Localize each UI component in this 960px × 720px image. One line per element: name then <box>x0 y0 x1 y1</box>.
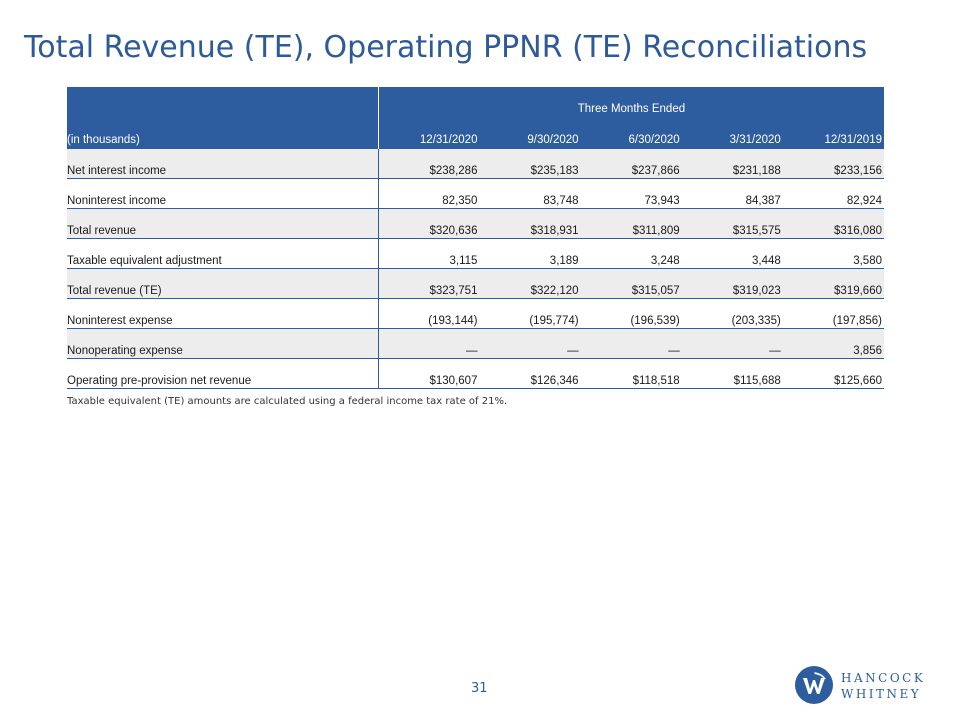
cell-value: $323,751 <box>378 268 480 299</box>
cell-value: $311,809 <box>580 208 682 239</box>
cell-value: $233,156 <box>782 149 884 179</box>
cell-value: $115,688 <box>681 358 783 389</box>
logo-text-line1: HANCOCK <box>841 671 926 685</box>
row-label: Nonoperating expense <box>67 328 379 359</box>
cell-value: $231,188 <box>681 149 783 179</box>
cell-value: (196,539) <box>580 298 682 329</box>
cell-value: (195,774) <box>479 298 581 329</box>
cell-value: $322,120 <box>479 268 581 299</box>
column-header: 12/31/2020 <box>378 118 480 149</box>
table-row: Nonoperating expense — — — — 3,856 <box>67 328 884 359</box>
logo-text-line2: WHITNEY <box>841 687 922 701</box>
cell-value: $319,023 <box>681 268 783 299</box>
cell-value: 3,248 <box>580 238 682 269</box>
cell-value: 3,856 <box>782 328 884 359</box>
cell-value: $125,660 <box>782 358 884 389</box>
footnote: Taxable equivalent (TE) amounts are calc… <box>67 396 508 407</box>
row-label: Taxable equivalent adjustment <box>67 238 379 269</box>
table-row: Total revenue $320,636 $318,931 $311,809… <box>67 208 884 239</box>
cell-value: (193,144) <box>378 298 480 329</box>
page-title: Total Revenue (TE), Operating PPNR (TE) … <box>24 30 868 65</box>
logo-mark-icon <box>795 666 833 704</box>
table-row: Operating pre-provision net revenue $130… <box>67 358 884 389</box>
cell-value: — <box>378 328 480 359</box>
table-row: Net interest income $238,286 $235,183 $2… <box>67 149 884 179</box>
table-row: Taxable equivalent adjustment 3,115 3,18… <box>67 238 884 269</box>
cell-value: 3,189 <box>479 238 581 269</box>
cell-value: 3,115 <box>378 238 480 269</box>
cell-value: $318,931 <box>479 208 581 239</box>
column-header: 3/31/2020 <box>681 118 783 149</box>
cell-value: — <box>681 328 783 359</box>
page-number: 31 <box>471 681 488 696</box>
cell-value: $320,636 <box>378 208 480 239</box>
reconciliation-table: Three Months Ended (in thousands) 12/31/… <box>67 87 884 389</box>
cell-value: $237,866 <box>580 149 682 179</box>
row-label: Total revenue (TE) <box>67 268 379 299</box>
cell-value: 82,350 <box>378 178 480 209</box>
cell-value: (203,335) <box>681 298 783 329</box>
unit-label: (in thousands) <box>67 118 379 149</box>
row-label: Noninterest expense <box>67 298 379 329</box>
cell-value: $235,183 <box>479 149 581 179</box>
row-label: Noninterest income <box>67 178 379 209</box>
cell-value: 73,943 <box>580 178 682 209</box>
cell-value: $126,346 <box>479 358 581 389</box>
row-label: Total revenue <box>67 208 379 239</box>
cell-value: 82,924 <box>782 178 884 209</box>
cell-value: $319,660 <box>782 268 884 299</box>
column-header: 6/30/2020 <box>580 118 682 149</box>
cell-value: (197,856) <box>782 298 884 329</box>
header-blank-cell <box>67 87 379 118</box>
table-row: Noninterest income 82,350 83,748 73,943 … <box>67 178 884 209</box>
cell-value: $130,607 <box>378 358 480 389</box>
company-logo: HANCOCK WHITNEY <box>795 666 935 706</box>
cell-value: — <box>479 328 581 359</box>
cell-value: $316,080 <box>782 208 884 239</box>
cell-value: 3,448 <box>681 238 783 269</box>
cell-value: — <box>580 328 682 359</box>
table-row: Noninterest expense (193,144) (195,774) … <box>67 298 884 329</box>
cell-value: $238,286 <box>378 149 480 179</box>
cell-value: 84,387 <box>681 178 783 209</box>
column-header: 9/30/2020 <box>479 118 581 149</box>
table-row: Total revenue (TE) $323,751 $322,120 $31… <box>67 268 884 299</box>
cell-value: $118,518 <box>580 358 682 389</box>
cell-value: 83,748 <box>479 178 581 209</box>
group-header: Three Months Ended <box>378 87 884 118</box>
cell-value: 3,580 <box>782 238 884 269</box>
cell-value: $315,057 <box>580 268 682 299</box>
column-header: 12/31/2019 <box>782 118 884 149</box>
table-group-header-row: Three Months Ended <box>67 87 884 118</box>
cell-value: $315,575 <box>681 208 783 239</box>
row-label: Operating pre-provision net revenue <box>67 358 379 389</box>
table-column-header-row: (in thousands) 12/31/2020 9/30/2020 6/30… <box>67 118 884 149</box>
row-label: Net interest income <box>67 149 379 179</box>
